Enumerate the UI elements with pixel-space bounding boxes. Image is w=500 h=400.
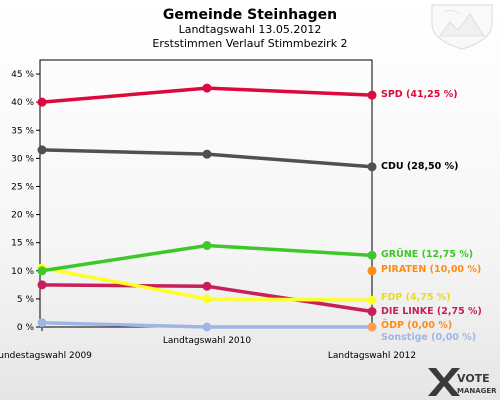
- series-point-grüne: [37, 266, 47, 276]
- series-label-ödp: ÖDP (0,00 %): [381, 320, 452, 331]
- y-tick-label: 15 %: [11, 239, 34, 249]
- series-point-grüne: [202, 240, 212, 250]
- brand-line-2: MANAGER: [457, 387, 497, 395]
- series-labels: SPD (41,25 %) CDU (28,50 %) GRÜNE (12,75 %…: [381, 89, 482, 343]
- series-point-sonstige: [202, 322, 212, 332]
- y-tick-label: 10 %: [11, 267, 34, 277]
- series-label-grüne: GRÜNE (12,75 %): [381, 249, 473, 260]
- y-tick-label: 25 %: [11, 182, 34, 192]
- series-label-die-linke: DIE LINKE (2,75 %): [381, 306, 482, 317]
- series-point-fdp: [202, 294, 212, 304]
- y-axis: 0 % 5 % 10 % 15 % 20 % 25 % 30 % 35 % 40 % 45 %: [11, 70, 40, 333]
- y-tick-label: 30 %: [11, 154, 34, 164]
- series-label-spd: SPD (41,25 %): [381, 89, 458, 100]
- series-point-cdu: [37, 145, 47, 155]
- series-label-cdu: CDU (28,50 %): [381, 161, 458, 172]
- x-tick-label: Landtagswahl 2010: [163, 336, 252, 346]
- series-point-cdu: [202, 149, 212, 159]
- y-tick-label: 45 %: [11, 70, 34, 80]
- vote-manager-x-icon: [428, 368, 460, 396]
- series-point-sonstige: [37, 318, 47, 328]
- series-point-spd: [367, 90, 377, 100]
- series-point-piraten: [367, 266, 377, 276]
- chart-subtitle: Landtagswahl 13.05.2012: [179, 23, 322, 36]
- series-point-ödp: [367, 322, 377, 332]
- coat-of-arms-icon: [431, 4, 493, 50]
- series-point-die-linke: [37, 280, 47, 290]
- x-axis: Bundestagswahl 2009 Landtagswahl 2010 Land…: [0, 327, 416, 361]
- y-tick-label: 40 %: [11, 98, 34, 108]
- series-label-sonstige: Sonstige (0,00 %): [381, 332, 476, 343]
- brand-line-1: VOTE: [457, 372, 490, 385]
- series-point-spd: [202, 83, 212, 93]
- y-tick-label: 0 %: [17, 323, 35, 333]
- series-point-die-linke: [202, 281, 212, 291]
- y-tick-label: 5 %: [17, 295, 35, 305]
- series-label-fdp: FDP (4,75 %): [381, 292, 451, 303]
- x-tick-label: Bundestagswahl 2009: [0, 351, 92, 361]
- series-point-spd: [37, 97, 47, 107]
- series-point-cdu: [367, 162, 377, 172]
- series-point-fdp: [367, 295, 377, 305]
- series-layer: [37, 83, 377, 332]
- vote-manager-logo: VOTE MANAGER: [428, 368, 497, 396]
- series-point-die-linke: [367, 307, 377, 317]
- chart-subtitle-2: Erststimmen Verlauf Stimmbezirk 2: [152, 37, 347, 50]
- series-label-piraten: PIRATEN (10,00 %): [381, 264, 481, 275]
- x-tick-label: Landtagswahl 2012: [328, 351, 416, 361]
- series-point-grüne: [367, 250, 377, 260]
- y-tick-label: 20 %: [11, 211, 34, 221]
- y-tick-label: 35 %: [11, 126, 34, 136]
- chart-title: Gemeinde Steinhagen: [163, 7, 337, 23]
